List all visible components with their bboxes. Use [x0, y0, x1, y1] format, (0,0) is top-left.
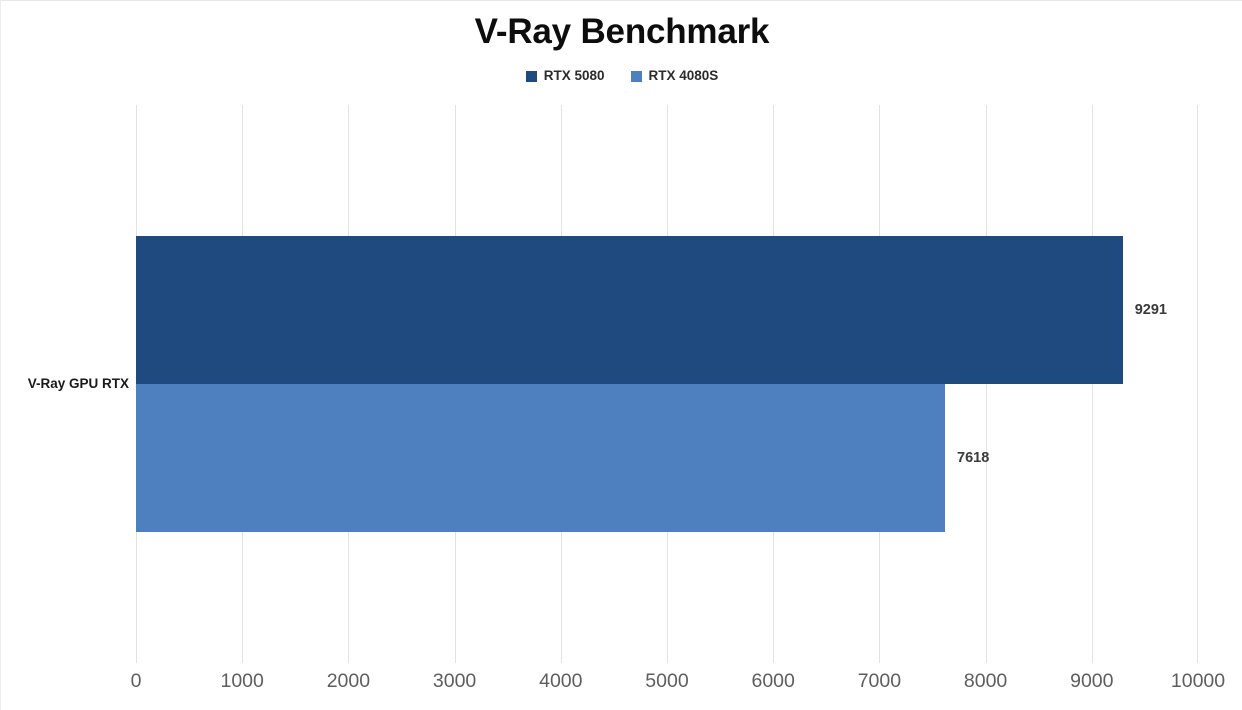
x-tick-label-2: 2000 — [326, 670, 371, 692]
category-axis-label: V-Ray GPU RTX — [27, 376, 129, 391]
bar-value-label-1: 7618 — [957, 450, 990, 466]
chart-title: V-Ray Benchmark — [474, 12, 770, 51]
legend-item-series-0[interactable]: RTX 5080 — [525, 65, 605, 87]
plot-area: 9291 7618 — [136, 105, 1198, 663]
x-tick-label-7: 7000 — [857, 670, 902, 692]
bar-0[interactable] — [136, 236, 1123, 384]
legend-label-series-0: RTX 5080 — [543, 68, 605, 83]
x-tick-label-0: 0 — [130, 670, 142, 692]
chart-legend: RTX 5080 RTX 4080S — [1, 65, 1242, 87]
bar-value-label-0: 9291 — [1134, 302, 1167, 318]
legend-item-series-1[interactable]: RTX 4080S — [630, 65, 719, 87]
x-tick-label-3: 3000 — [432, 670, 477, 692]
gridline-10 — [1197, 105, 1198, 663]
bar-group: 9291 7618 — [136, 105, 1198, 663]
x-tick-label-4: 4000 — [539, 670, 583, 692]
x-tick-label-10: 10000 — [1170, 670, 1226, 692]
x-tick-label-9: 9000 — [1070, 670, 1114, 692]
x-axis-tick-labels: 0 1000 2000 3000 4000 5000 6000 7000 8000 9000 100… — [131, 669, 1226, 697]
bar-1[interactable] — [136, 384, 946, 532]
x-tick-label-8: 8000 — [963, 670, 1008, 692]
gridline-8 — [985, 105, 987, 663]
x-tick-label-1: 1000 — [220, 670, 264, 692]
x-tick-label-5: 5000 — [645, 670, 689, 692]
gridline-9 — [1091, 105, 1093, 663]
legend-swatch-icon-series-1 — [630, 70, 642, 82]
legend-label-series-1: RTX 4080S — [648, 68, 719, 83]
x-tick-label-6: 6000 — [751, 670, 795, 692]
legend-swatch-icon-series-0 — [525, 70, 537, 82]
